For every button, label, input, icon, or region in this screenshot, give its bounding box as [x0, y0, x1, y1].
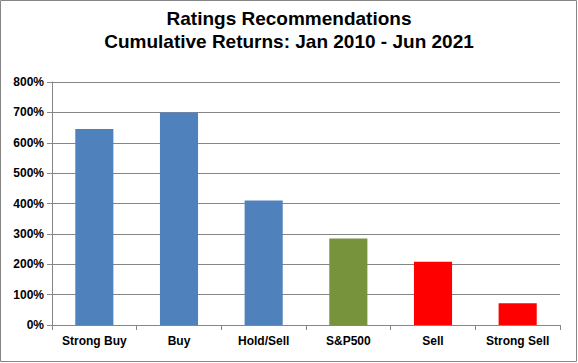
- svg-text:300%: 300%: [13, 227, 44, 241]
- svg-text:200%: 200%: [13, 257, 44, 271]
- svg-text:Ratings Recommendations: Ratings Recommendations: [167, 8, 412, 29]
- svg-text:800%: 800%: [13, 75, 44, 89]
- svg-text:Sell: Sell: [422, 334, 443, 348]
- svg-text:0%: 0%: [27, 318, 45, 332]
- svg-text:S&P500: S&P500: [326, 334, 371, 348]
- svg-text:600%: 600%: [13, 136, 44, 150]
- svg-text:700%: 700%: [13, 105, 44, 119]
- svg-text:500%: 500%: [13, 166, 44, 180]
- svg-text:400%: 400%: [13, 197, 44, 211]
- svg-text:Strong Sell: Strong Sell: [486, 334, 549, 348]
- svg-text:100%: 100%: [13, 288, 44, 302]
- svg-text:Cumulative Returns: Jan 2010 -: Cumulative Returns: Jan 2010 - Jun 2021: [104, 31, 474, 52]
- svg-text:Hold/Sell: Hold/Sell: [238, 334, 289, 348]
- svg-text:Strong Buy: Strong Buy: [62, 334, 127, 348]
- svg-text:Buy: Buy: [168, 334, 191, 348]
